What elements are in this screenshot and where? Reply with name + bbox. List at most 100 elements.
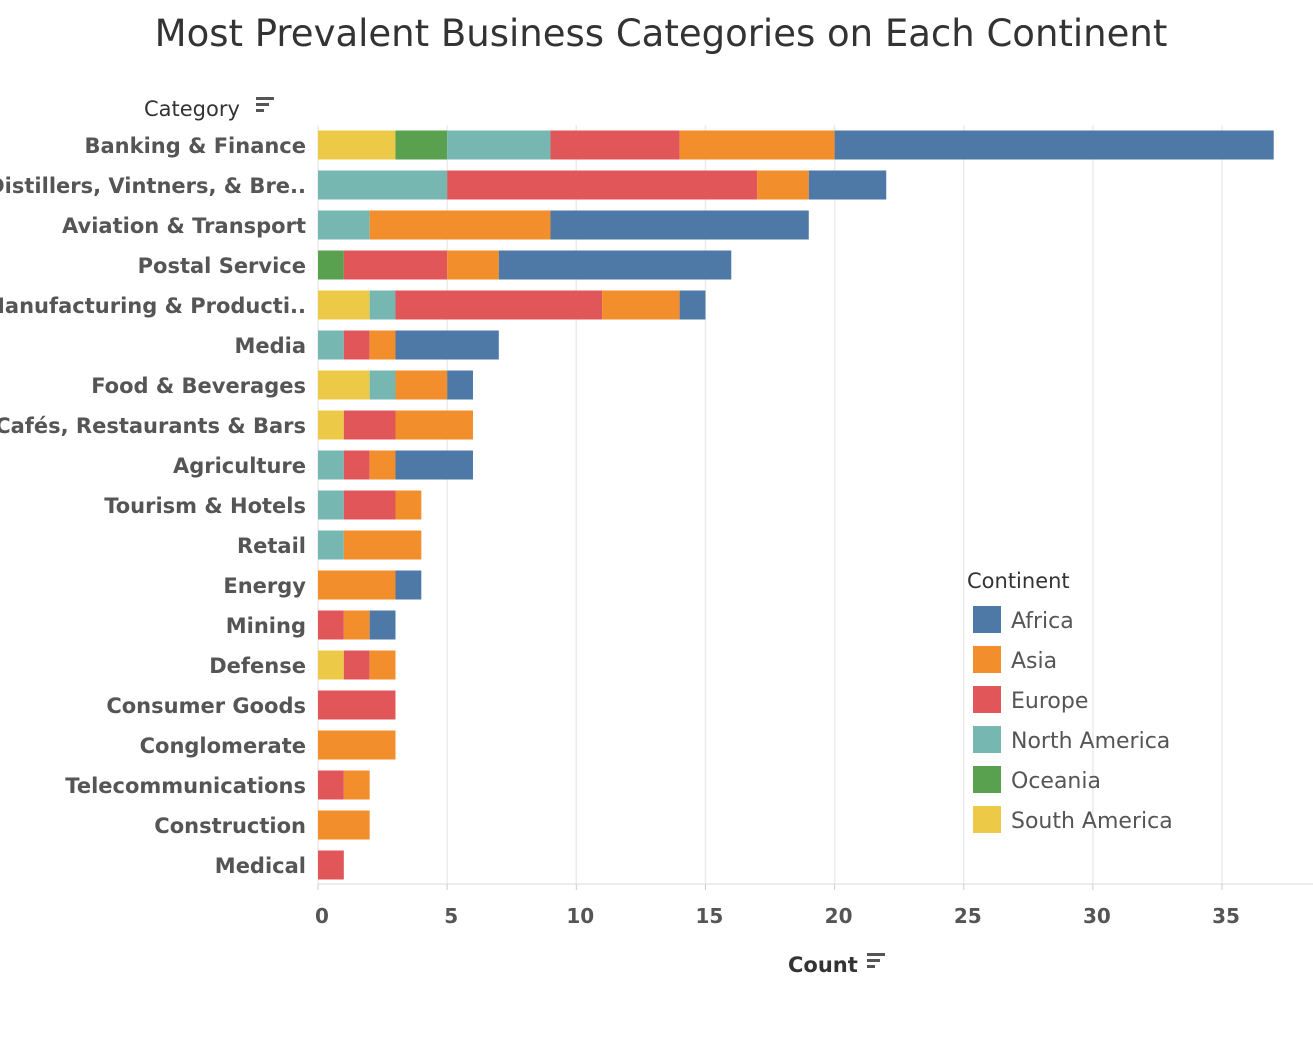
category-label: Postal Service xyxy=(138,254,306,278)
category-label: Retail xyxy=(237,534,306,558)
legend-label: North America xyxy=(1011,729,1170,754)
bar-segment xyxy=(343,410,396,440)
legend-swatch xyxy=(973,726,1001,753)
y-sort-icon[interactable] xyxy=(256,97,274,112)
bar-segment xyxy=(498,250,732,280)
category-label: Distillers, Vintners, & Bre.. xyxy=(0,174,306,198)
bar-segment xyxy=(343,770,370,800)
bar-segment xyxy=(447,130,551,160)
bar-segment xyxy=(369,290,396,320)
category-label: Mining xyxy=(226,614,306,638)
bar-segment xyxy=(343,450,370,480)
x-axis-label: Count xyxy=(788,953,858,977)
bar-segment xyxy=(318,290,370,320)
bar-segment xyxy=(343,490,396,520)
bar-segment xyxy=(318,530,344,560)
category-label: Tourism & Hotels xyxy=(104,494,306,518)
x-tick-label: 20 xyxy=(825,904,853,928)
bar-segment xyxy=(369,370,396,400)
bar-segment xyxy=(318,850,344,880)
legend-label: South America xyxy=(1011,809,1173,834)
bar-segment xyxy=(343,650,370,680)
legend-title: Continent xyxy=(967,569,1070,593)
bar-segment xyxy=(318,170,448,200)
category-label: Aviation & Transport xyxy=(62,214,306,238)
bar-segment xyxy=(318,570,396,600)
bar-segment xyxy=(447,170,758,200)
category-label: Defense xyxy=(209,654,306,678)
bar-segment xyxy=(808,170,887,200)
category-labels: Banking & Finance Distillers, Vintners, &… xyxy=(0,134,306,878)
bar-segment xyxy=(369,450,396,480)
x-sort-icon[interactable] xyxy=(867,953,885,968)
x-tick-label: 15 xyxy=(696,904,724,928)
category-label: Energy xyxy=(223,574,306,598)
bar-segment xyxy=(318,810,370,840)
chart-title: Most Prevalent Business Categories on Ea… xyxy=(154,12,1168,55)
x-tick-label: 35 xyxy=(1212,904,1240,928)
category-label: Food & Beverages xyxy=(91,374,306,398)
legend-swatch xyxy=(973,606,1001,633)
bar-segment xyxy=(318,130,396,160)
bar-segment xyxy=(343,250,448,280)
bar-segment xyxy=(395,130,448,160)
bar-segment xyxy=(318,450,344,480)
bar-segment xyxy=(602,290,680,320)
legend-label: Oceania xyxy=(1011,769,1101,794)
bar-segment xyxy=(447,370,473,400)
bar-segment xyxy=(757,170,809,200)
bar-segment xyxy=(343,530,422,560)
category-label: Construction xyxy=(154,814,306,838)
bar-segment xyxy=(447,250,499,280)
bar-segment xyxy=(343,610,370,640)
bar-segment xyxy=(318,210,370,240)
bar-segment xyxy=(318,690,396,720)
bar-segment xyxy=(395,450,473,480)
bar-segment xyxy=(318,250,344,280)
legend-swatch xyxy=(973,646,1001,673)
category-label: Manufacturing & Producti.. xyxy=(0,294,306,318)
category-label: Agriculture xyxy=(173,454,306,478)
bar-segment xyxy=(369,610,396,640)
bars xyxy=(318,130,1274,880)
category-label: Banking & Finance xyxy=(84,134,306,158)
bar-segment xyxy=(318,370,370,400)
legend-swatch xyxy=(973,806,1001,833)
y-axis-header: Category xyxy=(144,97,240,121)
bar-segment xyxy=(318,330,344,360)
bar-segment xyxy=(679,130,835,160)
category-label: Medical xyxy=(215,854,306,878)
bar-segment xyxy=(550,130,680,160)
bar-segment xyxy=(369,330,396,360)
category-label: Conglomerate xyxy=(140,734,306,758)
bar-segment xyxy=(318,650,344,680)
bar-segment xyxy=(369,210,551,240)
bar-segment xyxy=(318,410,344,440)
legend-swatch xyxy=(973,766,1001,793)
bar-segment xyxy=(395,570,422,600)
x-tick-label: 10 xyxy=(566,904,594,928)
bar-segment xyxy=(834,130,1274,160)
x-tick-label: 5 xyxy=(444,904,458,928)
bar-segment xyxy=(550,210,809,240)
legend: Continent Africa Asia Europe North America O… xyxy=(967,569,1173,834)
legend-label: Africa xyxy=(1011,609,1074,634)
bar-segment xyxy=(343,330,370,360)
bar-segment xyxy=(318,730,396,760)
bar-segment xyxy=(369,650,396,680)
bar-segment xyxy=(395,290,603,320)
category-label: Consumer Goods xyxy=(106,694,306,718)
bar-segment xyxy=(395,410,473,440)
legend-items: Africa Asia Europe North America Oceania Sout… xyxy=(973,606,1173,834)
category-label: Media xyxy=(234,334,306,358)
x-tick-labels: 0 5 10 15 20 25 30 35 xyxy=(315,884,1240,928)
x-tick-label: 0 xyxy=(315,904,329,928)
bar-segment xyxy=(679,290,706,320)
bar-segment xyxy=(318,610,344,640)
bar-segment xyxy=(395,490,422,520)
legend-swatch xyxy=(973,686,1001,713)
legend-label: Asia xyxy=(1011,649,1057,674)
legend-label: Europe xyxy=(1011,689,1088,714)
x-tick-label: 30 xyxy=(1083,904,1111,928)
